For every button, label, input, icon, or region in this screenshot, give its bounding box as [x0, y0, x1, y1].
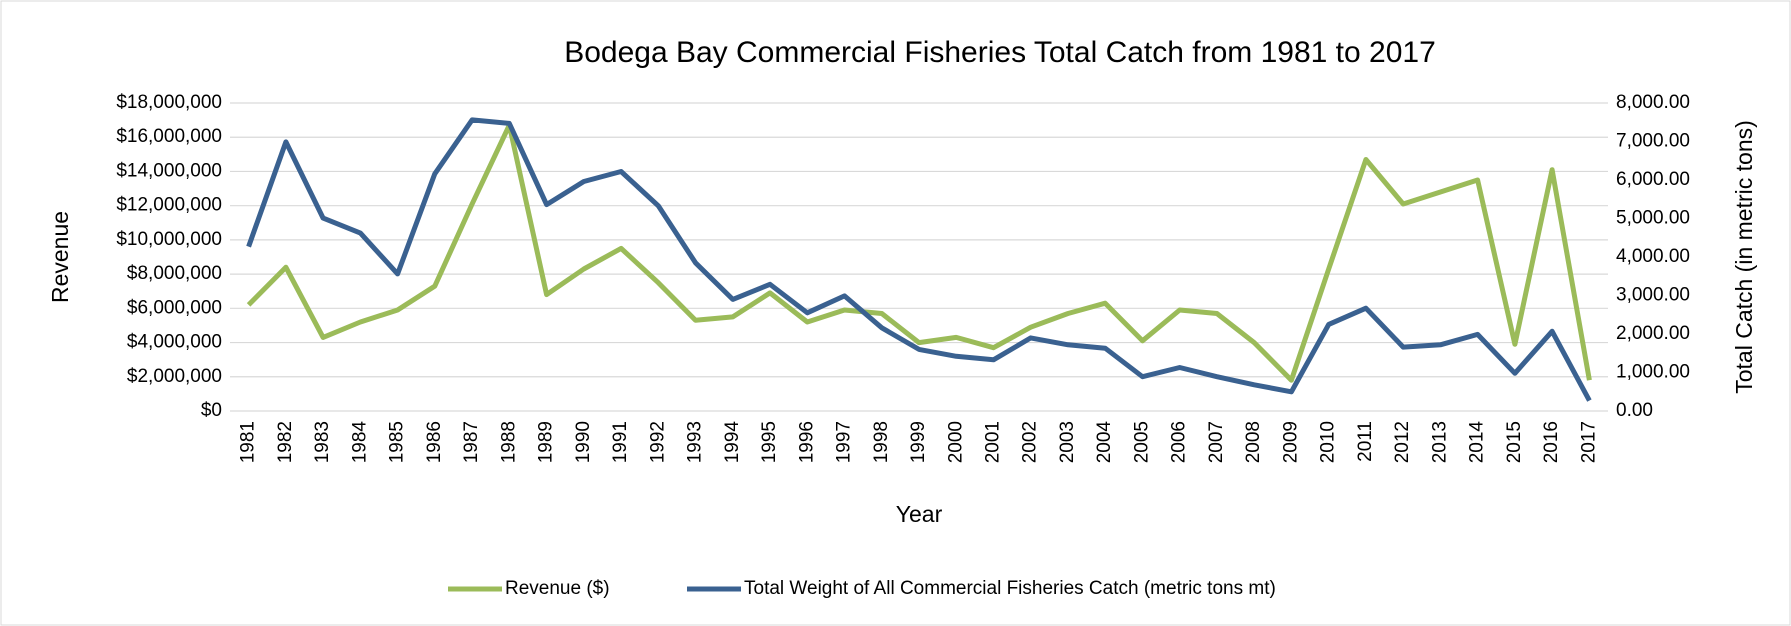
y2-tick-label: 4,000.00 [1616, 246, 1690, 267]
x-tick-label: 2006 [1169, 421, 1190, 463]
x-tick-label: 2017 [1578, 421, 1599, 463]
y-tick-label: $0 [201, 400, 222, 421]
y-tick-label: $6,000,000 [127, 297, 222, 318]
x-tick-label: 1993 [685, 421, 706, 463]
y-tick-label: $12,000,000 [116, 195, 222, 216]
chart-title: Bodega Bay Commercial Fisheries Total Ca… [564, 36, 1436, 69]
x-tick-label: 1995 [759, 421, 780, 463]
x-axis-title: Year [896, 501, 943, 527]
x-tick-label: 2012 [1392, 421, 1413, 463]
x-tick-label: 2009 [1280, 421, 1301, 463]
legend-label: Revenue ($) [505, 578, 610, 599]
x-tick-label: 2003 [1057, 421, 1078, 463]
x-tick-label: 1987 [461, 421, 482, 463]
x-tick-label: 1985 [387, 421, 408, 463]
y2-tick-label: 1,000.00 [1616, 362, 1690, 383]
y-tick-label: $8,000,000 [127, 263, 222, 284]
x-tick-label: 1996 [796, 421, 817, 463]
y2-tick-label: 3,000.00 [1616, 285, 1690, 306]
x-tick-label: 1988 [498, 421, 519, 463]
y2-tick-label: 2,000.00 [1616, 323, 1690, 344]
y-tick-label: $18,000,000 [116, 92, 222, 113]
x-tick-label: 1991 [610, 421, 631, 463]
x-tick-label: 1998 [871, 421, 892, 463]
x-tick-label: 1994 [722, 421, 743, 464]
y-tick-label: $16,000,000 [116, 126, 222, 147]
x-tick-label: 2005 [1131, 421, 1152, 463]
legend-label: Total Weight of All Commercial Fisheries… [744, 578, 1276, 599]
x-tick-label: 1997 [834, 421, 855, 463]
x-tick-label: 2016 [1541, 421, 1562, 463]
y-tick-label: $14,000,000 [116, 160, 222, 181]
series-line [246, 122, 1592, 383]
x-tick-label: 2015 [1504, 421, 1525, 463]
x-tick-label: 1986 [424, 421, 445, 463]
y2-tick-label: 6,000.00 [1616, 169, 1690, 190]
y2-tick-label: 7,000.00 [1616, 131, 1690, 152]
y2-tick-label: 5,000.00 [1616, 208, 1690, 229]
x-tick-label: 2014 [1467, 421, 1488, 464]
x-tick-label: 2001 [983, 421, 1004, 463]
x-tick-label: 1982 [275, 421, 296, 463]
x-tick-label: 2010 [1318, 421, 1339, 463]
y-axis-title: Revenue [47, 211, 73, 303]
x-tick-label: 2013 [1429, 421, 1450, 463]
x-tick-label: 1981 [238, 421, 259, 463]
y2-axis-title: Total Catch (in metric tons) [1731, 120, 1757, 394]
x-tick-label: 1999 [908, 421, 929, 463]
x-tick-label: 2011 [1355, 421, 1376, 462]
y-tick-label: $2,000,000 [127, 366, 222, 387]
x-tick-label: 2008 [1243, 421, 1264, 463]
x-tick-label: 1990 [573, 421, 594, 463]
y-tick-label: $10,000,000 [116, 229, 222, 250]
y-tick-label: $4,000,000 [127, 332, 222, 353]
x-tick-label: 1992 [647, 421, 668, 463]
series-line [246, 117, 1592, 402]
x-tick-label: 1983 [312, 421, 333, 463]
x-tick-label: 2004 [1094, 421, 1115, 464]
x-tick-label: 2002 [1020, 421, 1041, 463]
y2-tick-label: 0.00 [1616, 400, 1653, 421]
x-tick-label: 1989 [536, 421, 557, 463]
x-tick-label: 2000 [945, 421, 966, 463]
x-tick-label: 1984 [349, 421, 370, 464]
x-tick-label: 2007 [1206, 421, 1227, 463]
y2-tick-label: 8,000.00 [1616, 92, 1690, 113]
